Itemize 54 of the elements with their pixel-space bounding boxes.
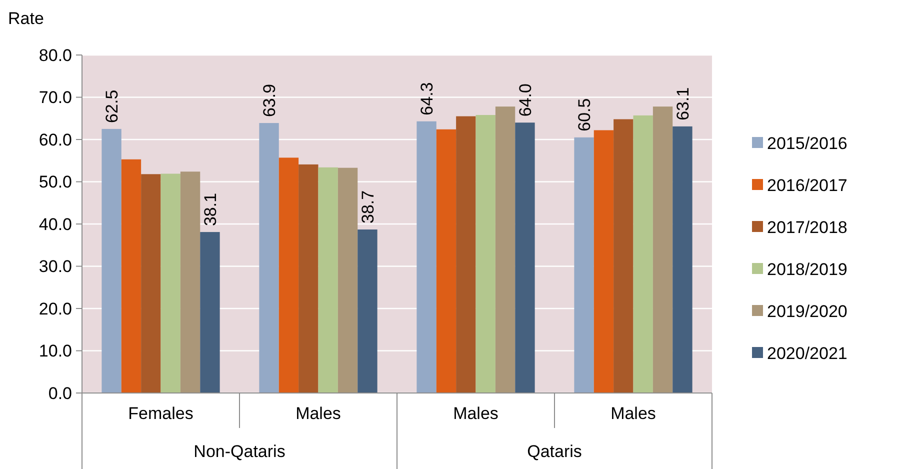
- bar: [614, 119, 634, 393]
- legend-label: 2020/2021: [767, 344, 848, 363]
- y-tick-label: 10.0: [38, 342, 72, 361]
- y-tick-label: 70.0: [38, 88, 72, 108]
- bar: [652, 106, 673, 393]
- bar: [160, 174, 180, 393]
- bar: [456, 116, 476, 393]
- bar: [338, 168, 358, 393]
- y-tick-label: 30.0: [38, 257, 72, 276]
- bar: [476, 114, 496, 393]
- y-tick-label: 80.0: [38, 46, 72, 65]
- y-tick-label: 60.0: [38, 130, 72, 150]
- legend-label: 2018/2019: [767, 260, 848, 279]
- bar: [574, 137, 594, 393]
- y-axis-title: Rate: [8, 9, 44, 28]
- bar: [594, 130, 614, 393]
- data-label: 62.5: [102, 90, 122, 123]
- bar: [259, 123, 279, 393]
- x-tick-label: Males: [296, 404, 341, 423]
- bar: [180, 172, 200, 393]
- bar: [121, 159, 142, 393]
- x-tick-label: Females: [128, 404, 194, 423]
- legend-label: 2015/2016: [767, 134, 848, 153]
- bar: [358, 229, 378, 393]
- legend-label: 2016/2017: [767, 176, 848, 195]
- bar: [278, 158, 299, 393]
- bar: [436, 129, 456, 393]
- data-label: 38.1: [200, 192, 220, 226]
- bar: [102, 128, 122, 393]
- y-tick-label: 20.0: [38, 299, 72, 318]
- bar: [318, 167, 338, 393]
- bar: [672, 126, 692, 393]
- data-label: 38.7: [358, 190, 378, 224]
- x-tick-label: Males: [453, 404, 498, 423]
- legend-label: 2019/2020: [767, 302, 848, 321]
- text: Qataris: [527, 442, 582, 461]
- y-tick-label: 50.0: [38, 172, 72, 192]
- legend-label: 2017/2018: [767, 218, 848, 237]
- bar: [515, 122, 535, 393]
- bar: [495, 106, 516, 393]
- bar: [633, 115, 653, 393]
- bar: [416, 121, 436, 393]
- data-label: 64.3: [418, 82, 437, 116]
- y-tick-label: 0.0: [48, 384, 72, 403]
- y-tick-label: 40.0: [38, 214, 72, 234]
- data-label: 64.0: [516, 84, 535, 117]
- text: Non-Qataris: [194, 442, 286, 461]
- x-tick-label: Males: [610, 404, 656, 423]
- data-label: 63.9: [260, 84, 280, 118]
- data-label: 60.5: [575, 98, 594, 132]
- bar: [141, 174, 161, 393]
- data-label: 63.1: [673, 87, 692, 120]
- bar: [298, 164, 318, 393]
- bar: [200, 232, 220, 393]
